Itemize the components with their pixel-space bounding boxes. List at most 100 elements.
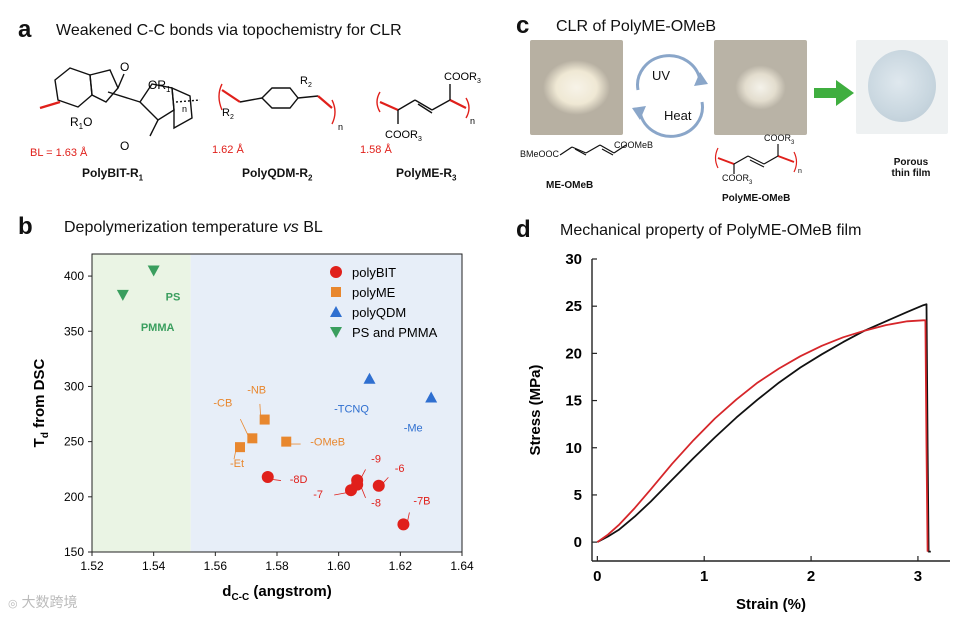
data-point <box>235 442 245 453</box>
uv-heat-cycle <box>632 54 708 138</box>
y-tick-label: 300 <box>64 379 84 393</box>
uv-label: UV <box>652 68 671 83</box>
data-label: PMMA <box>141 322 175 334</box>
data-label: -NB <box>247 385 266 397</box>
td-vs-bl-scatter-chart: 1.52 1.54 1.56 1.58 1.60 1.62 1.64 150 200 250 300… <box>31 253 474 603</box>
data-label: -7 <box>313 489 323 501</box>
y-axis-label-rest: from DSC <box>31 359 48 433</box>
legend-label: polyBIT <box>352 265 396 280</box>
data-point <box>397 518 410 531</box>
legend-marker <box>331 287 341 297</box>
data-label-arrow <box>360 486 366 499</box>
y-tick-label: 25 <box>565 298 582 315</box>
x-tick-label: 1.52 <box>80 559 104 573</box>
watermark: ◎ 大数跨境 <box>8 594 78 610</box>
polybit-or1: OR1 <box>148 78 171 94</box>
x-axis-label: Strain (%) <box>736 596 806 613</box>
monomer-crystal-photo <box>530 40 623 135</box>
data-label: -6 <box>395 463 405 475</box>
legend-label: polyME <box>352 285 396 300</box>
porous-film-photo <box>856 40 948 134</box>
panel-d-label: d <box>516 216 531 243</box>
film-label: Porous thin film <box>891 157 931 179</box>
monomer-left-group: BMeOOC <box>520 149 560 159</box>
data-label-arrow <box>360 469 366 479</box>
polymer-n: n <box>798 168 802 175</box>
panel-a-title: Weakened C-C bonds via topochemistry for… <box>56 22 402 39</box>
data-label: -7B <box>413 495 430 507</box>
polyqdm-name: PolyQDM-R2 <box>242 166 313 183</box>
polyme-name: PolyME-R3 <box>396 166 457 183</box>
monomer-structure <box>559 144 627 156</box>
data-label-arrow <box>233 449 237 460</box>
x-tick-label: 1.56 <box>204 559 228 573</box>
polybit-bl: BL = 1.63 Å <box>30 147 88 159</box>
y-tick-label: 30 <box>565 251 582 268</box>
polyme-structure <box>376 84 470 124</box>
polyqdm-bl: 1.62 Å <box>212 144 244 156</box>
polyqdm-structure <box>218 83 336 125</box>
legend: polyBIT polyME polyQDM PS and PMMA <box>330 265 438 340</box>
legend-marker <box>330 327 342 338</box>
polymer-name: PolyME-OMeB <box>722 193 791 204</box>
data-label-arrow <box>334 492 348 496</box>
green-arrow-icon <box>814 80 854 106</box>
polybit-o-top: O <box>120 60 129 74</box>
data-label: -8D <box>290 474 308 486</box>
data-point <box>351 478 364 491</box>
panel-a-structures: O OR1 R1O O n R2 R2 n COOR3 COOR3 n <box>39 60 481 153</box>
data-label: -OMeB <box>310 437 345 449</box>
data-point <box>363 372 376 384</box>
data-point <box>259 414 270 425</box>
y-tick-label: 200 <box>64 490 84 504</box>
panel-b-title: Depolymerization temperature vs BL <box>64 219 323 236</box>
data-label-arrow <box>239 418 249 437</box>
data-label: -8 <box>371 498 381 510</box>
x-axis-label-sub: C-C <box>231 592 249 603</box>
data-point <box>281 436 292 447</box>
data-label-arrow <box>382 477 389 484</box>
x-axis-label-main: d <box>222 583 231 600</box>
polyme-coor3-bottom: COOR3 <box>385 129 422 143</box>
data-label-arrow <box>271 478 282 481</box>
y-tick-label: 15 <box>565 393 582 410</box>
data-label: -Me <box>404 422 423 434</box>
shaded-region-0 <box>92 254 191 552</box>
watermark-logo-icon: ◎ <box>8 598 18 610</box>
x-tick-label: 1.62 <box>389 559 413 573</box>
series-ps-and-pmma: PS PMMA <box>116 265 181 334</box>
y-tick-label: 10 <box>565 440 582 457</box>
polybit-o-bottom: O <box>120 139 129 153</box>
y-tick-label: 20 <box>565 345 582 362</box>
curve-black <box>596 303 931 553</box>
legend-label: polyQDM <box>352 305 406 320</box>
polyqdm-n: n <box>338 122 343 132</box>
data-point <box>425 391 438 403</box>
panel-d-title: Mechanical property of PolyME-OMeB film <box>560 222 862 239</box>
series-polyme: -Et -CB -NB -OMeB <box>213 385 345 471</box>
x-tick-label: 1.64 <box>450 559 474 573</box>
legend-label: PS and PMMA <box>352 325 438 340</box>
data-label: -9 <box>371 453 381 465</box>
data-label: -TCNQ <box>334 404 369 416</box>
x-tick-label: 3 <box>914 568 922 585</box>
x-tick-label: 1.58 <box>265 559 289 573</box>
polyqdm-r2-left: R2 <box>222 107 234 121</box>
polyme-bl: 1.58 Å <box>360 144 392 156</box>
x-tick-label: 1.54 <box>142 559 166 573</box>
polymer-powder-photo <box>714 40 807 135</box>
y-tick-label: 400 <box>64 269 84 283</box>
x-axis-label-rest: (angstrom) <box>249 583 332 600</box>
data-point <box>116 289 129 301</box>
y-tick-label: 350 <box>64 324 84 338</box>
legend-marker <box>330 266 342 278</box>
curve-red <box>596 319 929 552</box>
shaded-region-1 <box>190 254 462 552</box>
data-label: -CB <box>213 397 232 409</box>
data-point <box>247 433 258 444</box>
data-label: PS <box>166 292 181 304</box>
polymer-structure <box>714 144 798 174</box>
polybit-r1o: R1O <box>70 115 92 131</box>
polyqdm-r2-right: R2 <box>300 75 312 89</box>
